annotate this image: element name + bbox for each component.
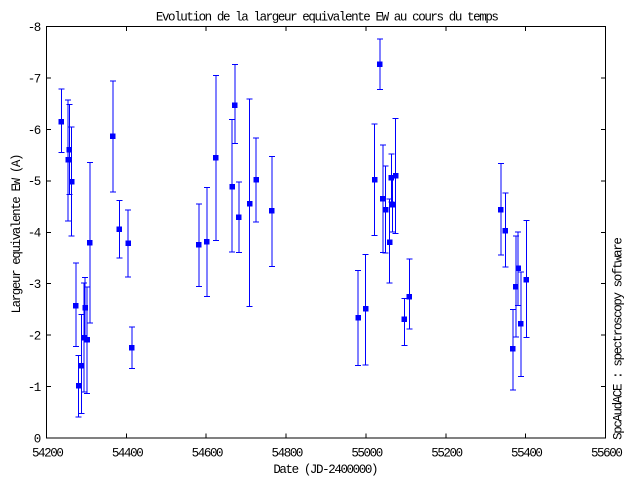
svg-text:-8: -8 (28, 21, 41, 35)
svg-text:54200: 54200 (32, 446, 63, 460)
svg-text:-6: -6 (28, 124, 41, 138)
svg-text:55200: 55200 (431, 446, 462, 460)
svg-text:54800: 54800 (272, 446, 303, 460)
svg-text:-7: -7 (28, 72, 41, 86)
svg-text:-2: -2 (28, 330, 41, 344)
svg-text:55600: 55600 (591, 446, 622, 460)
svg-text:Date (JD-2400000): Date (JD-2400000) (273, 463, 377, 477)
svg-text:Largeur equivalente EW (A): Largeur equivalente EW (A) (10, 155, 24, 314)
svg-text:55000: 55000 (351, 446, 382, 460)
svg-text:SpcAudACE : spectroscopy softw: SpcAudACE : spectroscopy software (611, 238, 625, 440)
svg-text:54600: 54600 (192, 446, 223, 460)
svg-text:-5: -5 (28, 175, 41, 189)
svg-text:54400: 54400 (112, 446, 143, 460)
svg-text:-4: -4 (28, 227, 41, 241)
svg-text:-3: -3 (28, 278, 41, 292)
svg-text:Evolution de la largeur equiva: Evolution de la largeur equivalente EW a… (156, 11, 499, 25)
svg-text:55400: 55400 (511, 446, 542, 460)
svg-text:-1: -1 (28, 381, 41, 395)
svg-text:0: 0 (34, 432, 41, 446)
